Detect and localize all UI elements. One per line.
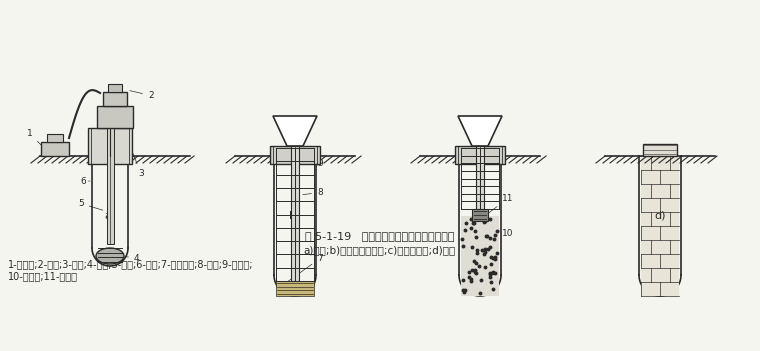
Bar (472, 209, 488, 221)
Text: 10-隔水塞;11-混凝土: 10-隔水塞;11-混凝土 (8, 271, 78, 281)
Bar (47, 134, 63, 142)
Text: c): c) (475, 211, 485, 221)
Text: 11: 11 (488, 194, 514, 213)
Bar (108, 84, 122, 92)
Bar (106, 128, 113, 244)
Text: 图 5-1-19   泥浆护壁钻孔灌注桩施工顺序图: 图 5-1-19 泥浆护壁钻孔灌注桩施工顺序图 (306, 231, 454, 241)
Bar (276, 281, 314, 296)
Bar (103, 92, 127, 106)
Bar (461, 216, 499, 296)
Text: 6: 6 (80, 177, 90, 186)
Text: 10: 10 (499, 229, 514, 238)
Polygon shape (458, 116, 502, 146)
Text: 3: 3 (133, 154, 144, 178)
Text: 4: 4 (125, 254, 140, 263)
Ellipse shape (96, 248, 124, 264)
Bar (641, 156, 679, 296)
Bar (643, 144, 677, 156)
Text: a)钻孔;b)下钢筋笼及导管;c)灌注混凝土;d)成桩: a)钻孔;b)下钢筋笼及导管;c)灌注混凝土;d)成桩 (304, 245, 456, 255)
Text: b): b) (290, 211, 301, 221)
Bar (97, 106, 133, 128)
Text: a): a) (104, 211, 116, 221)
Bar (41, 142, 69, 156)
Text: 2: 2 (130, 91, 154, 100)
Bar (88, 128, 132, 164)
Text: 7: 7 (280, 254, 323, 287)
Text: 1: 1 (27, 129, 43, 147)
Bar (476, 146, 484, 209)
Bar (291, 146, 299, 281)
Text: 8: 8 (302, 188, 323, 197)
Text: 9: 9 (317, 159, 323, 168)
Polygon shape (273, 116, 317, 146)
Text: 1-泥浆泵;2-钻机;3-护筒;4-钻头;5-钻杆;6-泥浆;7-沉淀泥浆;8-导管;9-钢筋笼;: 1-泥浆泵;2-钻机;3-护筒;4-钻头;5-钻杆;6-泥浆;7-沉淀泥浆;8-… (8, 259, 254, 269)
Bar (455, 146, 505, 164)
Text: d): d) (654, 211, 666, 221)
Bar (270, 146, 320, 164)
Text: 5: 5 (78, 199, 103, 210)
